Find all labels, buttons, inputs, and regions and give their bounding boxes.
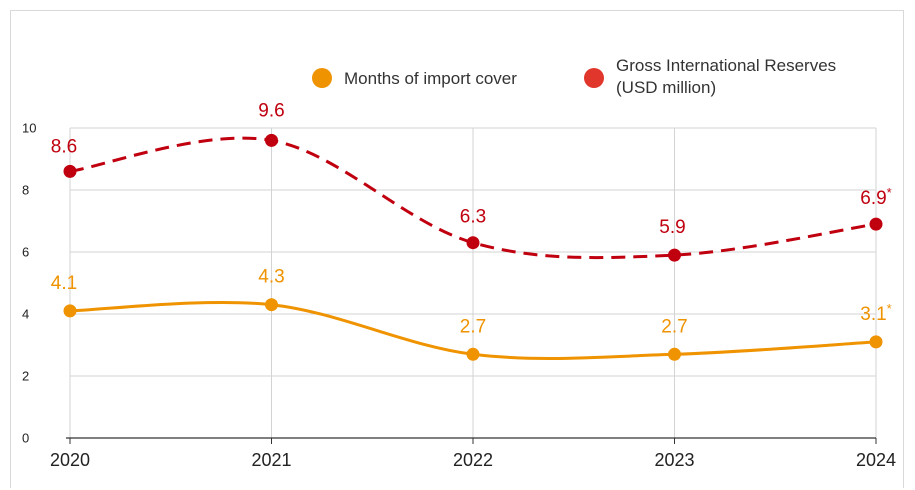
months-of-import-cover-data-label-asterisk: * [887,301,892,316]
gross-international-reserves-usd-million-legend-marker [584,68,604,88]
x-tick-label: 2020 [50,450,90,470]
months-of-import-cover-data-label: 4.1 [51,273,77,294]
gross-international-reserves-usd-million-data-label: 5.9 [659,217,685,238]
x-tick-label: 2024 [856,450,896,470]
gross-international-reserves-usd-million-legend-label: (USD million) [616,78,716,97]
gross-international-reserves-usd-million-point [869,217,883,231]
y-tick-label: 8 [22,183,29,198]
gross-international-reserves-usd-million-data-label: 6.9* [860,185,891,209]
gross-international-reserves-usd-million-data-label: 9.6 [258,100,284,121]
x-tick-label: 2021 [251,450,291,470]
gross-international-reserves-usd-million-line [69,136,877,260]
gross-international-reserves-usd-million-point [63,164,77,178]
months-of-import-cover-legend-label: Months of import cover [344,69,517,88]
months-of-import-cover-data-label: 4.3 [258,267,284,288]
gross-international-reserves-usd-million-point [265,133,278,147]
months-of-import-cover-legend-marker [312,68,332,88]
months-of-import-cover-data-label: 2.7 [460,316,486,337]
months-of-import-cover-point [265,298,278,312]
gross-international-reserves-usd-million-point [466,236,480,250]
y-tick-label: 6 [22,245,29,260]
y-tick-label: 0 [22,431,29,446]
gross-international-reserves-usd-million-legend-label: Gross International Reserves [616,56,836,75]
gross-international-reserves-usd-million-data-label: 8.6 [51,136,77,157]
months-of-import-cover-point [668,347,681,361]
x-tick-label: 2023 [654,450,694,470]
months-of-import-cover-point [63,304,77,318]
months-of-import-cover-data-label: 2.7 [661,316,687,337]
y-tick-label: 10 [22,121,36,136]
gross-international-reserves-usd-million-data-label: 6.3 [460,207,486,228]
gross-international-reserves-usd-million-data-label-asterisk: * [887,185,892,200]
months-of-import-cover-point [466,347,480,361]
y-tick-label: 4 [22,307,29,322]
months-of-import-cover-data-label: 3.1* [860,301,891,325]
gross-international-reserves-usd-million-point [668,248,681,262]
months-of-import-cover-point [869,335,883,349]
chart-frame [10,10,904,488]
y-tick-label: 2 [22,369,29,384]
x-tick-label: 2022 [453,450,493,470]
